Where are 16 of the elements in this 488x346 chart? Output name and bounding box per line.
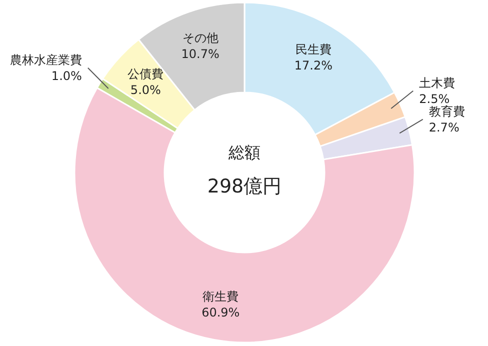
slice-label: その他 — [182, 31, 218, 45]
data-label: 1.0% — [51, 68, 82, 83]
data-label: 60.9% — [202, 305, 240, 320]
slice-label: 民生費 — [295, 42, 332, 57]
slice-label: 教育費 — [428, 104, 465, 118]
data-label: 2.5% — [419, 92, 450, 106]
text: 298億円 — [207, 176, 282, 198]
text: 総額 — [228, 143, 260, 162]
data-label: 10.7% — [181, 47, 220, 61]
slice-label: 土木費 — [419, 76, 456, 90]
data-label: 17.2% — [294, 58, 332, 73]
data-label: 2.7% — [428, 120, 460, 134]
slice-label: 農林水産業費 — [10, 52, 82, 67]
slice-label: 公債費 — [128, 67, 164, 82]
data-label: 5.0% — [130, 83, 161, 98]
slice-label: 衛生費 — [202, 289, 239, 304]
